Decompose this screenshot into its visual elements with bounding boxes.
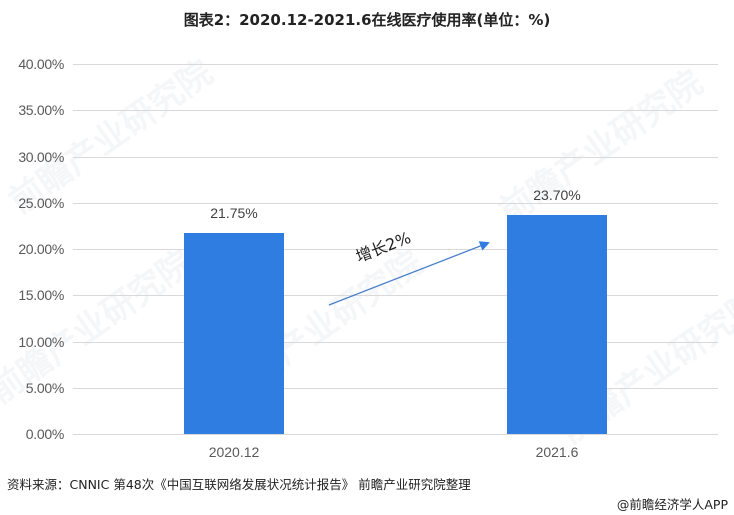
- y-axis-tick-label: 0.00%: [25, 426, 65, 442]
- bar-2020.12: [184, 232, 284, 434]
- gridline: [73, 156, 718, 158]
- gridline: [73, 110, 718, 112]
- y-axis-tick-label: 25.00%: [18, 194, 64, 211]
- gridline: [73, 387, 718, 389]
- y-axis-tick-label: 40.00%: [18, 56, 64, 72]
- gridline: [73, 249, 718, 250]
- bar-value-label: 23.70%: [533, 186, 581, 203]
- gridline: [73, 64, 718, 65]
- chart-title: 图表2：2020.12-2021.6在线医疗使用率(单位：%): [183, 11, 551, 29]
- y-axis-tick-label: 20.00%: [18, 241, 64, 257]
- y-axis-tick-label: 30.00%: [18, 148, 64, 165]
- x-axis-tick-label: 2020.12: [208, 444, 260, 460]
- x-axis-tick-label: 2021.6: [535, 444, 579, 460]
- bar-value-label: 21.75%: [210, 204, 258, 221]
- bar-chart: 0.00% 5.00% 10.00% 15.00% 20.00% 25.00% 30.00%…: [18, 56, 718, 460]
- credit-note: @前瞻经济学人APP: [616, 497, 728, 512]
- y-axis-tick-label: 35.00%: [18, 102, 64, 119]
- y-axis-tick-label: 15.00%: [18, 287, 64, 304]
- growth-arrow-icon: [328, 241, 490, 306]
- gridline: [73, 295, 718, 297]
- bar-2021.6: [507, 214, 607, 434]
- source-note: 资料来源：CNNIC 第48次《中国互联网络发展状况统计报告》 前瞻产业研究院整…: [7, 477, 471, 492]
- gridline: [73, 341, 718, 343]
- gridline: [73, 202, 718, 204]
- y-axis-tick-label: 10.00%: [18, 333, 64, 350]
- gridline: [73, 434, 718, 435]
- y-axis-tick-label: 5.00%: [25, 379, 65, 396]
